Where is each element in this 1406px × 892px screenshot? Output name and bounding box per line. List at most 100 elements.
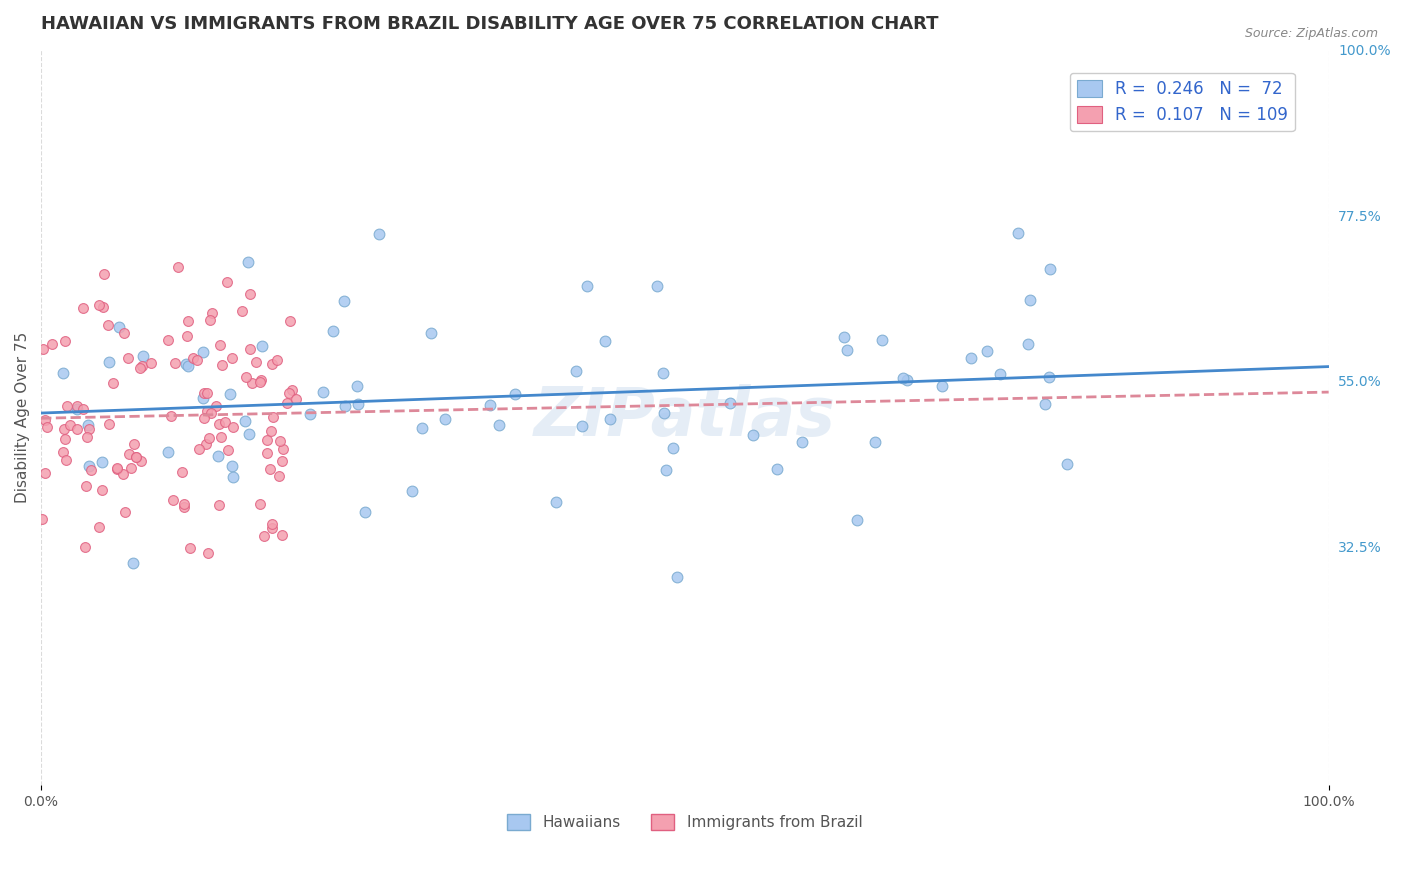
Point [193, 391, 215, 405]
Point [835, 343, 858, 357]
Point [1038, 370, 1060, 384]
Point [271, 454, 294, 468]
Point [238, 427, 260, 442]
Point [1018, 293, 1040, 308]
Point [125, 450, 148, 464]
Point [346, 397, 368, 411]
Point [66, 401, 89, 416]
Point [198, 431, 221, 445]
Point [259, 462, 281, 476]
Point [208, 499, 231, 513]
Point [651, 366, 673, 380]
Point [166, 260, 188, 274]
Point [661, 441, 683, 455]
Point [122, 437, 145, 451]
Point [260, 425, 283, 439]
Point [718, 396, 741, 410]
Point [269, 434, 291, 448]
Point [269, 469, 291, 483]
Point [280, 383, 302, 397]
Point [209, 430, 232, 444]
Point [114, 505, 136, 519]
Point [103, 376, 125, 390]
Point [503, 387, 526, 401]
Point [434, 412, 457, 426]
Point [766, 462, 789, 476]
Point [846, 513, 869, 527]
Point [256, 446, 278, 460]
Point [131, 350, 153, 364]
Point [262, 409, 284, 424]
Point [112, 326, 135, 340]
Point [181, 351, 204, 365]
Point [333, 293, 356, 308]
Point [80, 462, 103, 476]
Point [256, 434, 278, 448]
Point [299, 407, 322, 421]
Point [891, 370, 914, 384]
Point [195, 386, 218, 401]
Point [204, 399, 226, 413]
Point [32, 342, 55, 356]
Point [278, 314, 301, 328]
Point [79, 458, 101, 473]
Point [72, 301, 94, 316]
Point [1056, 457, 1078, 471]
Point [253, 529, 276, 543]
Point [173, 497, 195, 511]
Point [172, 465, 194, 479]
Text: Source: ZipAtlas.com: Source: ZipAtlas.com [1244, 27, 1378, 40]
Point [129, 361, 152, 376]
Point [163, 356, 186, 370]
Point [131, 359, 153, 373]
Point [125, 450, 148, 464]
Point [55, 452, 77, 467]
Point [77, 422, 100, 436]
Point [988, 367, 1011, 381]
Point [105, 462, 128, 476]
Point [271, 528, 294, 542]
Point [863, 434, 886, 449]
Point [41, 337, 63, 351]
Point [65, 400, 87, 414]
Point [52, 444, 75, 458]
Point [89, 520, 111, 534]
Point [193, 345, 215, 359]
Point [177, 314, 200, 328]
Point [666, 570, 689, 584]
Point [209, 338, 232, 352]
Point [652, 406, 675, 420]
Point [72, 401, 94, 416]
Point [564, 364, 586, 378]
Point [221, 458, 243, 473]
Point [117, 351, 139, 365]
Point [200, 406, 222, 420]
Point [186, 353, 208, 368]
Point [285, 392, 308, 407]
Point [1017, 336, 1039, 351]
Point [159, 409, 181, 423]
Point [411, 421, 433, 435]
Point [401, 483, 423, 498]
Point [214, 415, 236, 429]
Point [90, 455, 112, 469]
Point [87, 298, 110, 312]
Point [571, 419, 593, 434]
Point [278, 386, 301, 401]
Point [37, 420, 59, 434]
Point [76, 429, 98, 443]
Point [312, 384, 335, 399]
Point [233, 414, 256, 428]
Point [120, 461, 142, 475]
Point [195, 437, 218, 451]
Point [176, 329, 198, 343]
Point [960, 351, 983, 366]
Point [75, 479, 97, 493]
Point [162, 492, 184, 507]
Y-axis label: Disability Age Over 75: Disability Age Over 75 [15, 332, 30, 503]
Point [98, 417, 121, 431]
Point [249, 374, 271, 388]
Point [222, 420, 245, 434]
Point [93, 300, 115, 314]
Point [575, 279, 598, 293]
